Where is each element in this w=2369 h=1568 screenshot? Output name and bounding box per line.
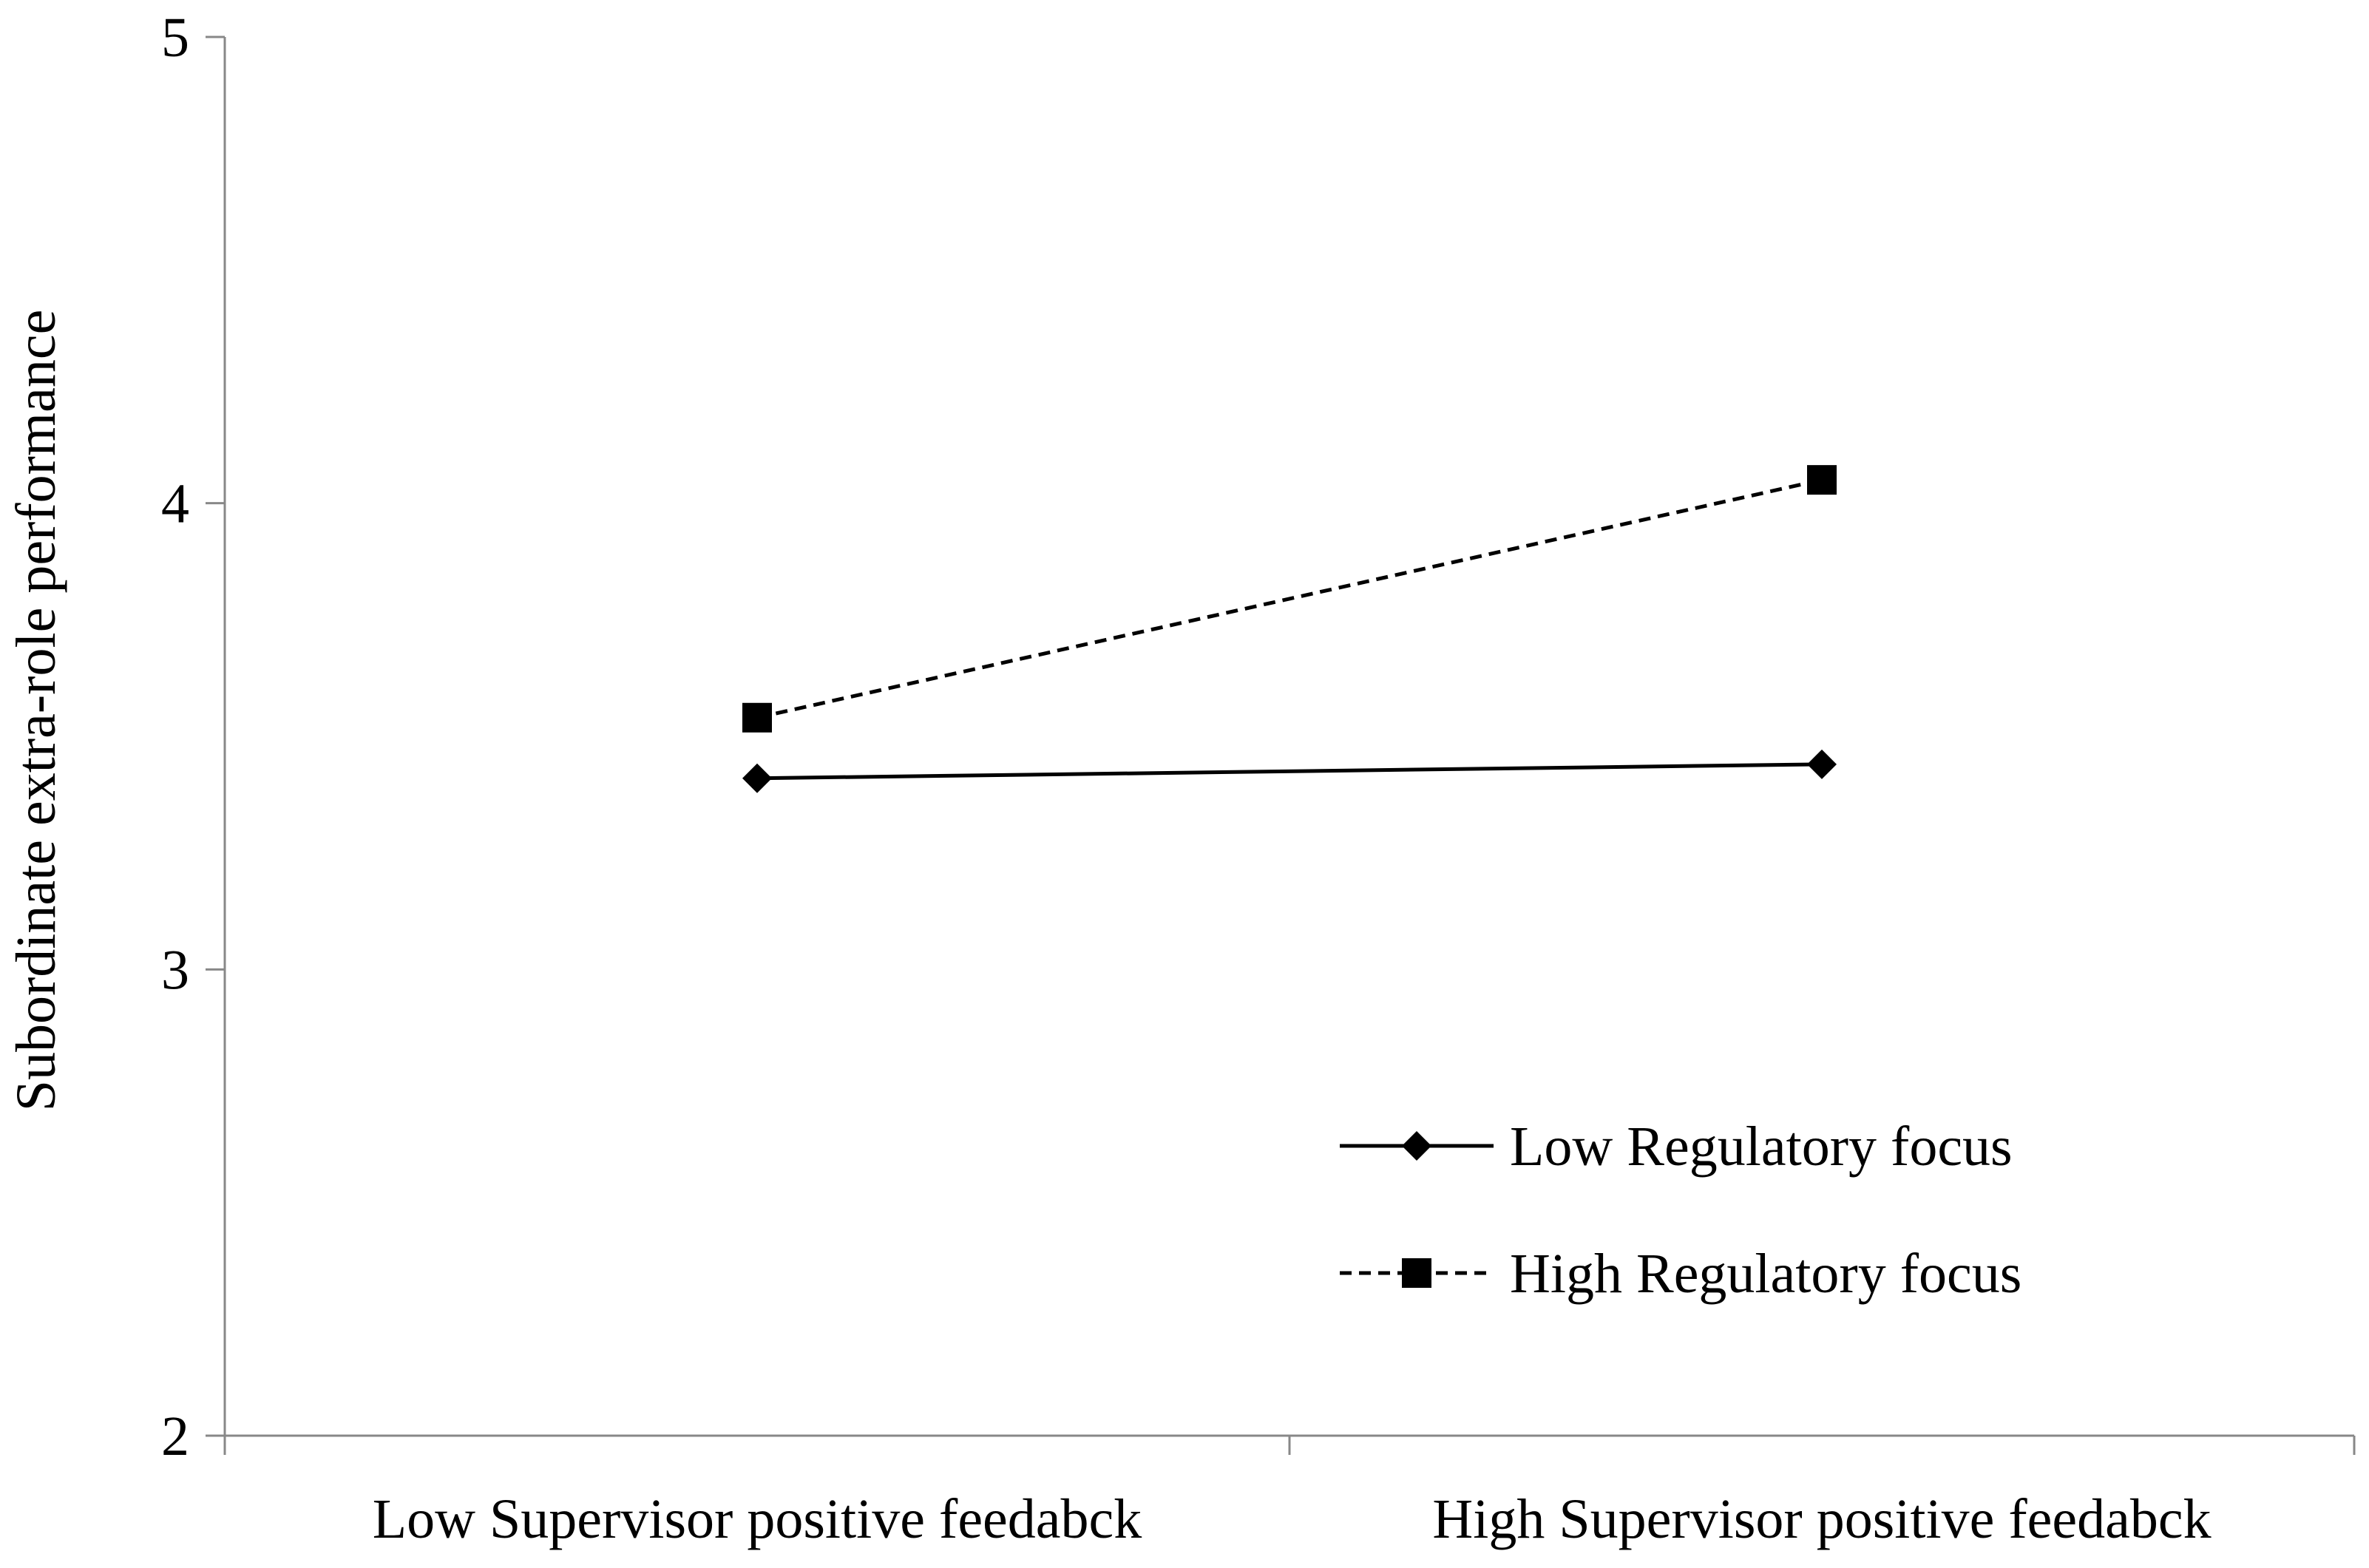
y-tick-label: 5 bbox=[161, 7, 189, 69]
data-point bbox=[1807, 749, 1837, 779]
axes: 2 3 4 5 Low Supervisor positive feedabck High… bbox=[161, 7, 2356, 1550]
y-tick-label: 3 bbox=[161, 939, 189, 1001]
legend: Low Regulatory focus High Regulatory focu… bbox=[1340, 1116, 2021, 1305]
plot-area bbox=[742, 465, 1837, 793]
data-point bbox=[1807, 465, 1837, 495]
y-tick-label: 2 bbox=[161, 1405, 189, 1467]
series-line bbox=[756, 478, 1823, 720]
y-tick-label: 4 bbox=[161, 473, 189, 535]
legend-marker bbox=[1402, 1258, 1431, 1288]
data-point bbox=[742, 702, 772, 733]
data-point bbox=[742, 763, 772, 793]
legend-label: High Regulatory focus bbox=[1510, 1243, 2021, 1305]
x-tick-label: High Supervisor positive feedabck bbox=[1432, 1488, 2211, 1550]
x-tick-label: Low Supervisor positive feedabck bbox=[373, 1488, 1142, 1550]
series-line bbox=[756, 762, 1823, 781]
legend-label: Low Regulatory focus bbox=[1510, 1116, 2013, 1178]
y-axis-label: Subordinate extra-role performance bbox=[5, 310, 67, 1112]
legend-marker bbox=[1402, 1131, 1431, 1161]
